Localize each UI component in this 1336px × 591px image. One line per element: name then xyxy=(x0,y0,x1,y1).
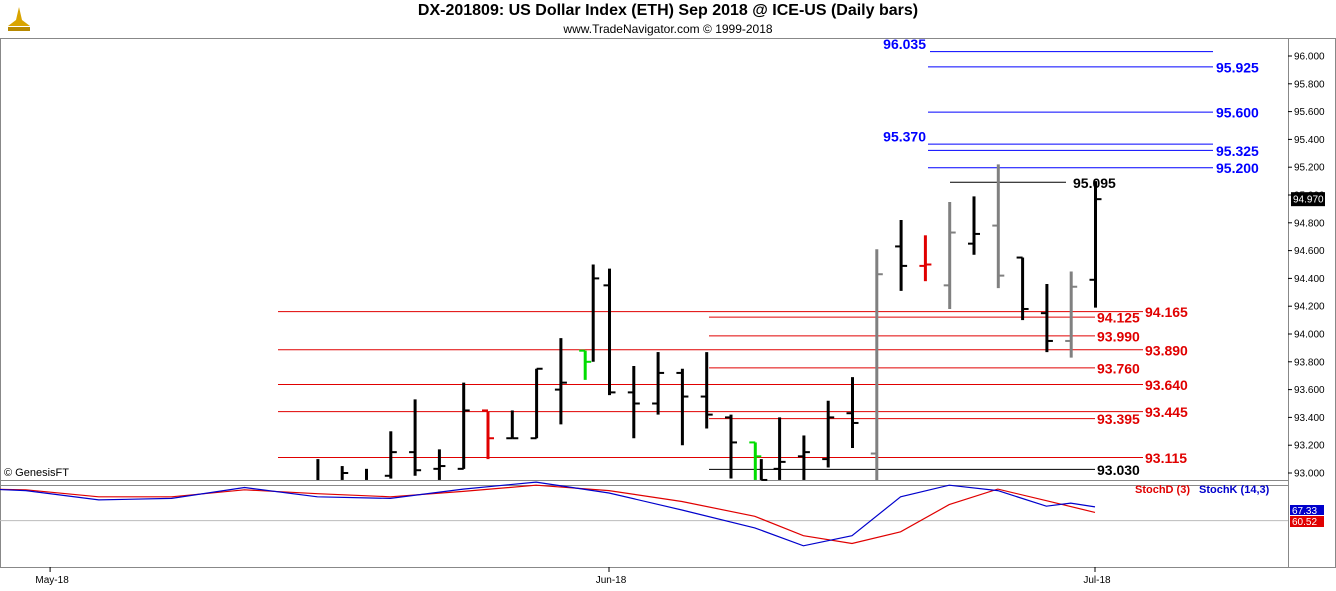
chart-subtitle: www.TradeNavigator.com © 1999-2018 xyxy=(563,22,773,36)
level-label: 93.760 xyxy=(1097,360,1140,376)
level-lines: 96.03595.92595.60095.37095.32595.20095.0… xyxy=(278,36,1259,478)
level-label: 93.640 xyxy=(1145,377,1188,393)
ohlc-bar xyxy=(530,367,543,440)
stochD-line xyxy=(0,484,1096,545)
level-label: 93.395 xyxy=(1097,411,1140,427)
y-tick-label: 95.800 xyxy=(1294,79,1325,90)
level-label: 95.325 xyxy=(1216,143,1259,159)
ohlc-bar xyxy=(627,365,640,439)
y-tick-label: 93.800 xyxy=(1294,357,1325,368)
stochK-line xyxy=(0,481,1096,547)
ohlc-bar xyxy=(457,382,470,470)
level-label: 96.035 xyxy=(883,36,926,52)
x-tick-label: Jul-18 xyxy=(1083,575,1111,586)
y-tick-label: 94.000 xyxy=(1294,330,1325,341)
current-price-label: 94.970 xyxy=(1293,195,1324,206)
level-label: 93.990 xyxy=(1097,328,1140,344)
stochD-value: 60.52 xyxy=(1292,517,1317,528)
ohlc-bar xyxy=(870,249,883,480)
ohlc-bar xyxy=(340,466,349,480)
stochD-legend: StochD (3) xyxy=(1135,484,1190,496)
y-tick-label: 93.400 xyxy=(1294,413,1325,424)
ohlc-bar xyxy=(554,338,567,425)
y-tick-label: 94.800 xyxy=(1294,218,1325,229)
stochK-value: 67.33 xyxy=(1292,506,1317,517)
ohlc-bar xyxy=(749,441,762,480)
stochD-value-box xyxy=(1290,516,1324,527)
level-label: 93.890 xyxy=(1145,342,1188,358)
ohlc-bar xyxy=(676,368,689,446)
y-tick-label: 93.200 xyxy=(1294,441,1325,452)
ohlc-bar xyxy=(919,235,932,282)
time-axis: May-18 Jun-18 Jul-18 xyxy=(35,567,1111,586)
stochK-legend: StochK (14,3) xyxy=(1199,484,1270,496)
ohlc-bar xyxy=(773,417,786,480)
price-axis: 93.000 93.200 93.400 93.600 93.800 94.000 94.2… xyxy=(1288,52,1325,480)
ohlc-bar xyxy=(700,352,713,429)
y-tick-label: 93.000 xyxy=(1294,469,1325,480)
current-price-box xyxy=(1291,192,1325,207)
ohlc-bar xyxy=(943,201,956,309)
y-tick-label: 94.600 xyxy=(1294,246,1325,257)
y-tick-label: 95.600 xyxy=(1294,107,1325,118)
genesis-logo-icon xyxy=(4,4,34,34)
copyright-label: © GenesisFT xyxy=(4,467,69,479)
ohlc-bars xyxy=(316,164,1102,481)
x-tick-label: May-18 xyxy=(35,575,69,586)
level-label: 93.030 xyxy=(1097,462,1140,478)
level-label: 93.445 xyxy=(1145,404,1188,420)
ohlc-bar xyxy=(506,410,519,440)
ohlc-bar xyxy=(992,164,1005,289)
level-label: 95.600 xyxy=(1216,105,1259,121)
ohlc-bar xyxy=(1016,256,1029,321)
ohlc-bar xyxy=(603,268,616,396)
level-label: 95.370 xyxy=(883,129,926,145)
y-tick-label: 94.200 xyxy=(1294,302,1325,313)
y-tick-label: 93.600 xyxy=(1294,385,1325,396)
y-tick-label: 96.000 xyxy=(1294,52,1325,63)
ohlc-bar xyxy=(846,377,859,448)
ohlc-bar xyxy=(591,264,600,362)
ohlc-bar xyxy=(725,414,737,479)
x-tick-label: Jun-18 xyxy=(596,575,627,586)
y-tick-label: 94.400 xyxy=(1294,274,1325,285)
level-label: 94.165 xyxy=(1145,304,1188,320)
ohlc-bar xyxy=(409,399,422,476)
level-label: 95.925 xyxy=(1216,59,1259,75)
ohlc-bar xyxy=(1040,283,1053,353)
level-label: 93.115 xyxy=(1145,450,1187,466)
y-tick-label: 95.200 xyxy=(1294,163,1325,174)
chart-title: DX-201809: US Dollar Index (ETH) Sep 201… xyxy=(417,2,919,19)
ohlc-bar xyxy=(433,449,446,480)
ohlc-bar xyxy=(652,352,665,415)
ohlc-bar xyxy=(895,220,908,291)
ohlc-bar xyxy=(1065,271,1078,358)
stochK-value-box xyxy=(1290,505,1324,515)
ohlc-bar xyxy=(1089,181,1102,308)
ohlc-bar xyxy=(797,435,810,480)
ohlc-bar xyxy=(759,459,768,481)
level-label: 94.125 xyxy=(1097,310,1140,326)
ohlc-bar xyxy=(822,400,835,468)
ohlc-bar xyxy=(968,196,980,255)
ohlc-bar xyxy=(579,349,592,380)
ohlc-bar xyxy=(482,409,494,460)
y-tick-label: 95.400 xyxy=(1294,135,1325,146)
ohlc-bar xyxy=(384,431,397,479)
level-label: 95.200 xyxy=(1216,160,1259,176)
